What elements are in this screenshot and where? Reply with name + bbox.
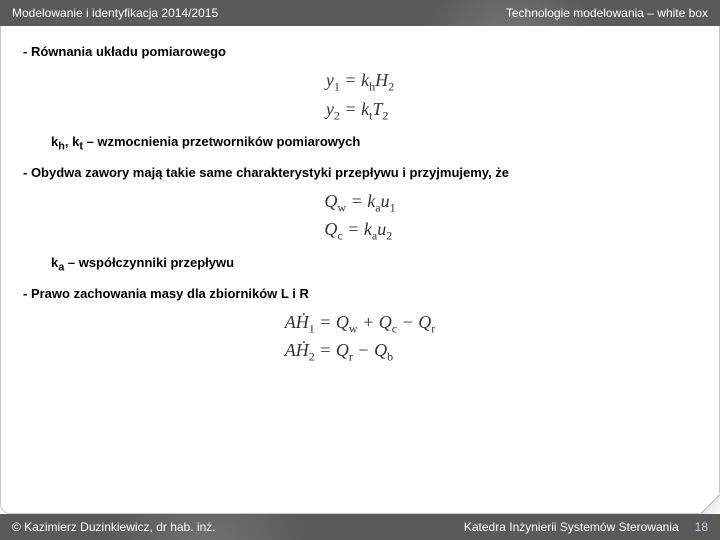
bullet-1: - Równania układu pomiarowego — [23, 44, 697, 59]
author: © Kazimierz Duzinkiewicz, dr hab. inż. — [12, 520, 216, 534]
note-kh-kt: kh, kt – wzmocnienia przetworników pomia… — [51, 134, 697, 153]
equation-block-1: y1 = khH2 y2 = ktT2 — [23, 67, 697, 124]
topic-title: Technologie modelowania – white box — [506, 6, 708, 20]
course-title: Modelowanie i identyfikacja 2014/2015 — [12, 6, 218, 20]
eq-y1: y1 = khH2 — [326, 67, 394, 96]
page-number: 18 — [695, 520, 708, 534]
eq-ah1: AḢ1 = Qw + Qc − Qr — [285, 309, 435, 338]
slide-body: - Równania układu pomiarowego y1 = khH2 … — [0, 26, 720, 514]
bullet-2: - Obydwa zawory mają takie same charakte… — [23, 165, 697, 180]
note-ka: ka – współczynniki przepływu — [51, 255, 697, 274]
department: Katedra Inżynierii Systemów Sterowania — [464, 520, 679, 534]
eq-qc: Qc = kau2 — [324, 216, 395, 245]
bullet-3: - Prawo zachowania masy dla zbiorników L… — [23, 286, 697, 301]
slide-footer: © Kazimierz Duzinkiewicz, dr hab. inż. K… — [0, 514, 720, 540]
eq-y2: y2 = ktT2 — [326, 96, 394, 125]
equation-block-2: Qw = kau1 Qc = kau2 — [23, 188, 697, 245]
equation-block-3: AḢ1 = Qw + Qc − Qr AḢ2 = Qr − Qb — [23, 309, 697, 366]
slide-header: Modelowanie i identyfikacja 2014/2015 Te… — [0, 0, 720, 26]
eq-ah2: AḢ2 = Qr − Qb — [285, 337, 435, 366]
eq-qw: Qw = kau1 — [324, 188, 395, 217]
